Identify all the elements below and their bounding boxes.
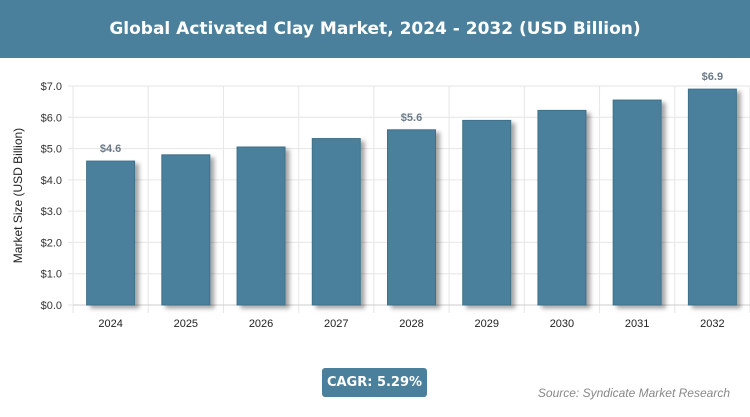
bar-2028 <box>387 129 436 306</box>
bar-2029 <box>462 119 512 306</box>
bar-2030 <box>537 109 587 306</box>
bar-2031 <box>612 99 662 306</box>
y-axis-label: Market Size (USD Billion) <box>11 128 25 263</box>
x-tick-label: 2026 <box>249 318 273 330</box>
y-tick-label: $0.0 <box>41 300 62 312</box>
bar-2026 <box>236 146 286 306</box>
x-tick-label: 2027 <box>324 318 348 330</box>
data-label: $6.9 <box>702 71 723 83</box>
y-tick-label: $6.0 <box>41 112 62 124</box>
bar-2025 <box>161 154 211 306</box>
y-tick-label: $5.0 <box>41 144 62 156</box>
x-tick-label: 2030 <box>550 318 574 330</box>
y-tick-label: $1.0 <box>41 269 62 281</box>
data-label: $5.6 <box>401 112 422 124</box>
y-tick-label: $4.0 <box>41 175 62 187</box>
y-tick-label: $3.0 <box>41 206 62 218</box>
x-tick-label: 2025 <box>174 318 198 330</box>
x-tick-label: 2024 <box>98 318 122 330</box>
bar-2027 <box>311 138 361 306</box>
x-tick-label: 2032 <box>700 318 724 330</box>
chart-title-bar: Global Activated Clay Market, 2024 - 203… <box>0 0 750 58</box>
bar-2024 <box>86 160 136 306</box>
source-note: Source: Syndicate Market Research <box>537 386 730 400</box>
chart-title: Global Activated Clay Market, 2024 - 203… <box>109 19 641 39</box>
y-tick-label: $7.0 <box>41 81 62 93</box>
y-tick-label: $2.0 <box>41 237 62 249</box>
bar-chart: $0.0 $1.0 $2.0 $3.0 $4.0 $5.0 $6.0 $7.0 2024 $4.6… <box>11 71 750 330</box>
data-label: $4.6 <box>100 143 121 155</box>
bar-2032 <box>687 88 737 306</box>
cagr-badge: CAGR: 5.29% <box>322 368 427 397</box>
x-tick-label: 2028 <box>399 318 423 330</box>
x-tick-label: 2029 <box>474 318 498 330</box>
x-tick-label: 2031 <box>625 318 649 330</box>
